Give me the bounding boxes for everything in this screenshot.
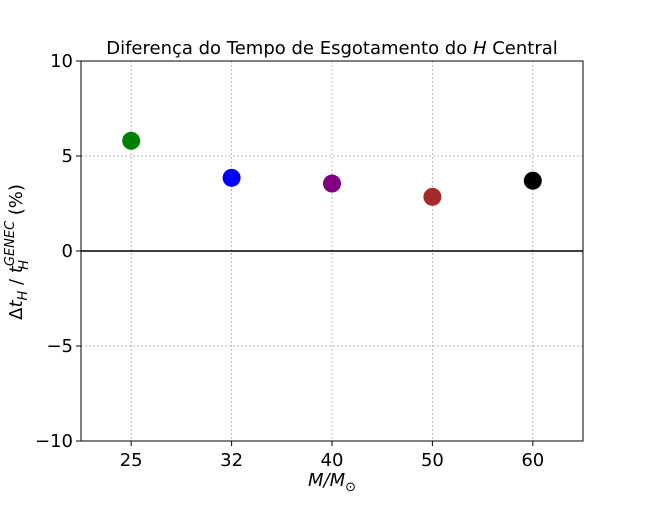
x-axis-label-m2: M — [330, 470, 346, 491]
x-axis-label: M/M⊙ — [308, 470, 356, 495]
data-point-32 — [222, 168, 241, 187]
x-tick-label: 60 — [521, 450, 544, 471]
x-axis-ticks: 25 32 40 50 60 — [120, 441, 544, 471]
y-axis-label-unit: (%) — [6, 184, 27, 221]
chart-title-italic: H — [473, 38, 487, 59]
x-tick-label: 50 — [421, 450, 444, 471]
chart-title-prefix: Diferença do Tempo de Esgotamento do — [106, 38, 473, 59]
x-tick-label: 25 — [120, 450, 143, 471]
y-tick-label: 10 — [50, 51, 73, 72]
y-axis-label-sub2: H — [17, 260, 32, 270]
data-point-60 — [523, 171, 542, 190]
y-axis-label-t2: t — [6, 265, 27, 273]
chart-title-suffix: Central — [487, 38, 558, 59]
y-tick-label: −5 — [46, 336, 73, 357]
y-axis-label: ΔtH / tGENECH (%) — [3, 184, 32, 320]
y-tick-label: 5 — [62, 146, 73, 167]
y-axis-label-sub1: H — [16, 290, 31, 300]
x-tick-label: 40 — [321, 450, 344, 471]
data-point-40 — [323, 174, 341, 193]
y-axis-label-delta: Δ — [6, 307, 27, 320]
y-axis-label-t1: t — [6, 300, 27, 308]
x-axis-label-slash: / — [322, 470, 332, 491]
y-axis-ticks: −10 −5 0 5 10 — [35, 51, 81, 452]
x-axis-label-m1: M — [308, 470, 324, 491]
y-tick-label: 0 — [62, 241, 73, 262]
data-point-50 — [423, 187, 442, 206]
data-point-25 — [122, 131, 141, 150]
data-points — [122, 131, 542, 206]
y-tick-label: −10 — [35, 431, 73, 452]
chart-title: Diferença do Tempo de Esgotamento do H C… — [106, 38, 558, 59]
y-axis-label-sup: GENEC — [3, 220, 18, 266]
x-tick-label: 32 — [220, 450, 243, 471]
y-axis-label-slash: / — [6, 273, 27, 291]
x-axis-label-sun: ⊙ — [345, 480, 356, 495]
